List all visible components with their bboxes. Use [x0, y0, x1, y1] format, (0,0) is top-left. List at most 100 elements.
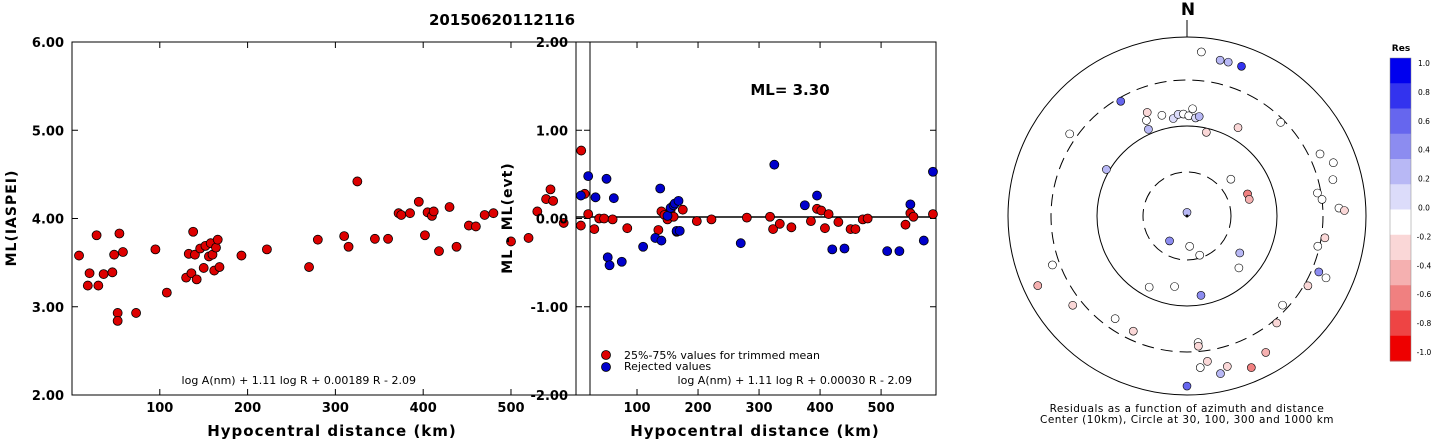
station-point: [1215, 55, 1225, 65]
data-point: [918, 235, 929, 246]
station-point: [1033, 281, 1043, 290]
data-point: [161, 287, 172, 298]
epicenter-marker: [1185, 214, 1189, 218]
data-point: [850, 224, 861, 234]
azimuth-residual-plot: N Residuals as a function of azimuth and…: [1007, 0, 1367, 426]
station-point: [1328, 175, 1338, 184]
data-point: [599, 213, 609, 224]
data-point: [112, 315, 123, 326]
station-point: [1313, 188, 1322, 198]
data-point: [900, 219, 911, 230]
station-point: [1197, 47, 1206, 57]
left-formula: log A(nm) + 1.11 log R + 0.00189 R - 2.0…: [182, 374, 416, 387]
legend-trimmed-label: 25%-75% values for trimmed mean: [624, 349, 820, 362]
north-label: N: [1181, 0, 1195, 20]
data-point: [589, 224, 600, 234]
data-point: [548, 195, 559, 206]
colorbar-cells: [1389, 57, 1412, 362]
colorbar-cell: [1390, 83, 1411, 109]
left-y-ticks: 6.00 5.00 4.00 3.00 2.00: [32, 36, 590, 404]
station-point: [1195, 363, 1205, 372]
page-title: 20150620112116: [429, 11, 575, 29]
data-point: [523, 233, 534, 243]
middle-x-ticks: 100 200 300 400 500: [623, 42, 895, 416]
data-point: [882, 246, 893, 257]
ring-1000km: [1007, 36, 1367, 396]
data-point: [312, 234, 323, 245]
y-tick-label: 1.00: [536, 124, 568, 139]
data-point: [212, 234, 223, 245]
data-point: [369, 233, 380, 244]
y-tick-label: 5.00: [32, 124, 64, 139]
station-point: [1142, 116, 1151, 125]
station-point: [1244, 195, 1254, 204]
colorbar-tick-label: -0.8: [1417, 319, 1432, 328]
y-tick-label: 3.00: [32, 301, 64, 316]
polar-caption-line-1: Residuals as a function of azimuth and d…: [1050, 403, 1325, 415]
data-point: [352, 176, 363, 187]
data-point: [583, 171, 594, 182]
data-point: [768, 224, 778, 234]
data-point: [786, 222, 797, 233]
data-point: [820, 223, 830, 234]
data-point: [396, 210, 407, 220]
data-point: [191, 274, 202, 285]
data-point: [98, 269, 109, 279]
data-point: [607, 214, 618, 225]
station-point: [1157, 110, 1167, 120]
x-tick-label: 500: [497, 401, 524, 416]
x-tick-label: 400: [410, 401, 437, 416]
ml-iaspei-plot: 6.00 5.00 4.00 3.00 2.00 100 200 300 400 500 log…: [4, 36, 591, 440]
y-tick-label: 2.00: [536, 36, 568, 51]
ring-30km: [1142, 171, 1232, 261]
colorbar-cell: [1390, 310, 1411, 337]
data-point: [622, 223, 633, 234]
data-point: [928, 209, 938, 219]
data-point: [827, 244, 838, 255]
colorbar-cell: [1390, 234, 1411, 261]
data-point: [506, 236, 516, 247]
ml-value-label: ML= 3.30: [750, 81, 829, 99]
data-point: [114, 228, 125, 239]
data-point: [93, 280, 104, 291]
colorbar-border: [1389, 57, 1412, 362]
data-point: [84, 268, 95, 279]
ring-100km: [1096, 125, 1278, 307]
station-point: [1226, 174, 1236, 184]
colorbar-cell: [1390, 159, 1411, 185]
data-point: [862, 213, 873, 224]
data-point: [616, 256, 627, 267]
station-point: [1144, 125, 1153, 134]
colorbar-tick-label: 0.2: [1418, 175, 1430, 184]
station-point: [1194, 112, 1204, 121]
station-point: [1303, 281, 1313, 291]
data-point: [799, 200, 810, 211]
data-point: [590, 192, 601, 203]
y-tick-label: -1.00: [531, 301, 568, 316]
x-tick-label: 300: [322, 401, 349, 416]
station-point: [1068, 300, 1078, 310]
station-point: [1278, 300, 1287, 310]
data-point: [656, 235, 667, 246]
data-point: [677, 204, 688, 215]
data-point: [905, 199, 916, 210]
station-point: [1065, 129, 1074, 139]
station-point: [1128, 326, 1138, 336]
data-point: [812, 190, 822, 201]
middle-data-points: [575, 159, 938, 271]
data-point: [604, 260, 615, 271]
data-point: [479, 210, 490, 220]
station-point: [1276, 118, 1285, 127]
colorbar-tick-label: 0.8: [1418, 88, 1430, 97]
data-point: [91, 230, 102, 241]
residual-colorbar: Res 1.0 0.8 0.6 0.4 0.2 0.0 -0.2 -0.4 -0.6 -0.8 -1…: [1389, 44, 1432, 362]
x-tick-label: 200: [684, 401, 711, 416]
data-point: [383, 233, 393, 244]
y-tick-label: 2.00: [32, 389, 64, 404]
colorbar-tick-label: 0.6: [1418, 117, 1430, 126]
middle-x-axis-label: Hypocentral distance (km): [630, 422, 880, 440]
data-point: [894, 246, 905, 257]
data-point: [434, 246, 444, 257]
station-point: [1185, 242, 1194, 251]
